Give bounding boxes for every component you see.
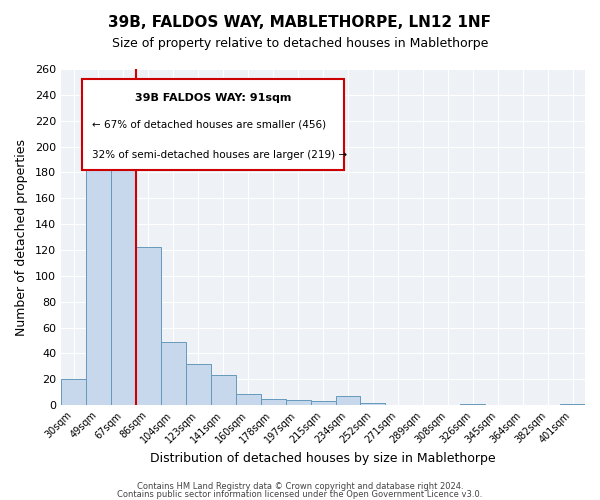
Text: Contains public sector information licensed under the Open Government Licence v3: Contains public sector information licen…	[118, 490, 482, 499]
Bar	[311, 402, 335, 405]
Bar	[61, 380, 86, 405]
Bar	[86, 146, 111, 405]
Bar	[286, 400, 311, 405]
Text: 39B FALDOS WAY: 91sqm: 39B FALDOS WAY: 91sqm	[135, 92, 291, 102]
Bar	[161, 342, 186, 405]
Text: Size of property relative to detached houses in Mablethorpe: Size of property relative to detached ho…	[112, 38, 488, 51]
Bar	[335, 396, 361, 405]
Bar	[211, 376, 236, 405]
Text: 32% of semi-detached houses are larger (219) →: 32% of semi-detached houses are larger (…	[92, 150, 347, 160]
Bar	[560, 404, 585, 405]
Bar	[136, 248, 161, 405]
Text: 39B, FALDOS WAY, MABLETHORPE, LN12 1NF: 39B, FALDOS WAY, MABLETHORPE, LN12 1NF	[109, 15, 491, 30]
Bar	[236, 394, 260, 405]
FancyBboxPatch shape	[82, 79, 344, 170]
Bar	[460, 404, 485, 405]
Y-axis label: Number of detached properties: Number of detached properties	[15, 138, 28, 336]
Text: ← 67% of detached houses are smaller (456): ← 67% of detached houses are smaller (45…	[92, 120, 326, 130]
Bar	[186, 364, 211, 405]
Bar	[361, 402, 385, 405]
Bar	[260, 398, 286, 405]
Text: Contains HM Land Registry data © Crown copyright and database right 2024.: Contains HM Land Registry data © Crown c…	[137, 482, 463, 491]
Bar	[111, 134, 136, 405]
X-axis label: Distribution of detached houses by size in Mablethorpe: Distribution of detached houses by size …	[150, 452, 496, 465]
